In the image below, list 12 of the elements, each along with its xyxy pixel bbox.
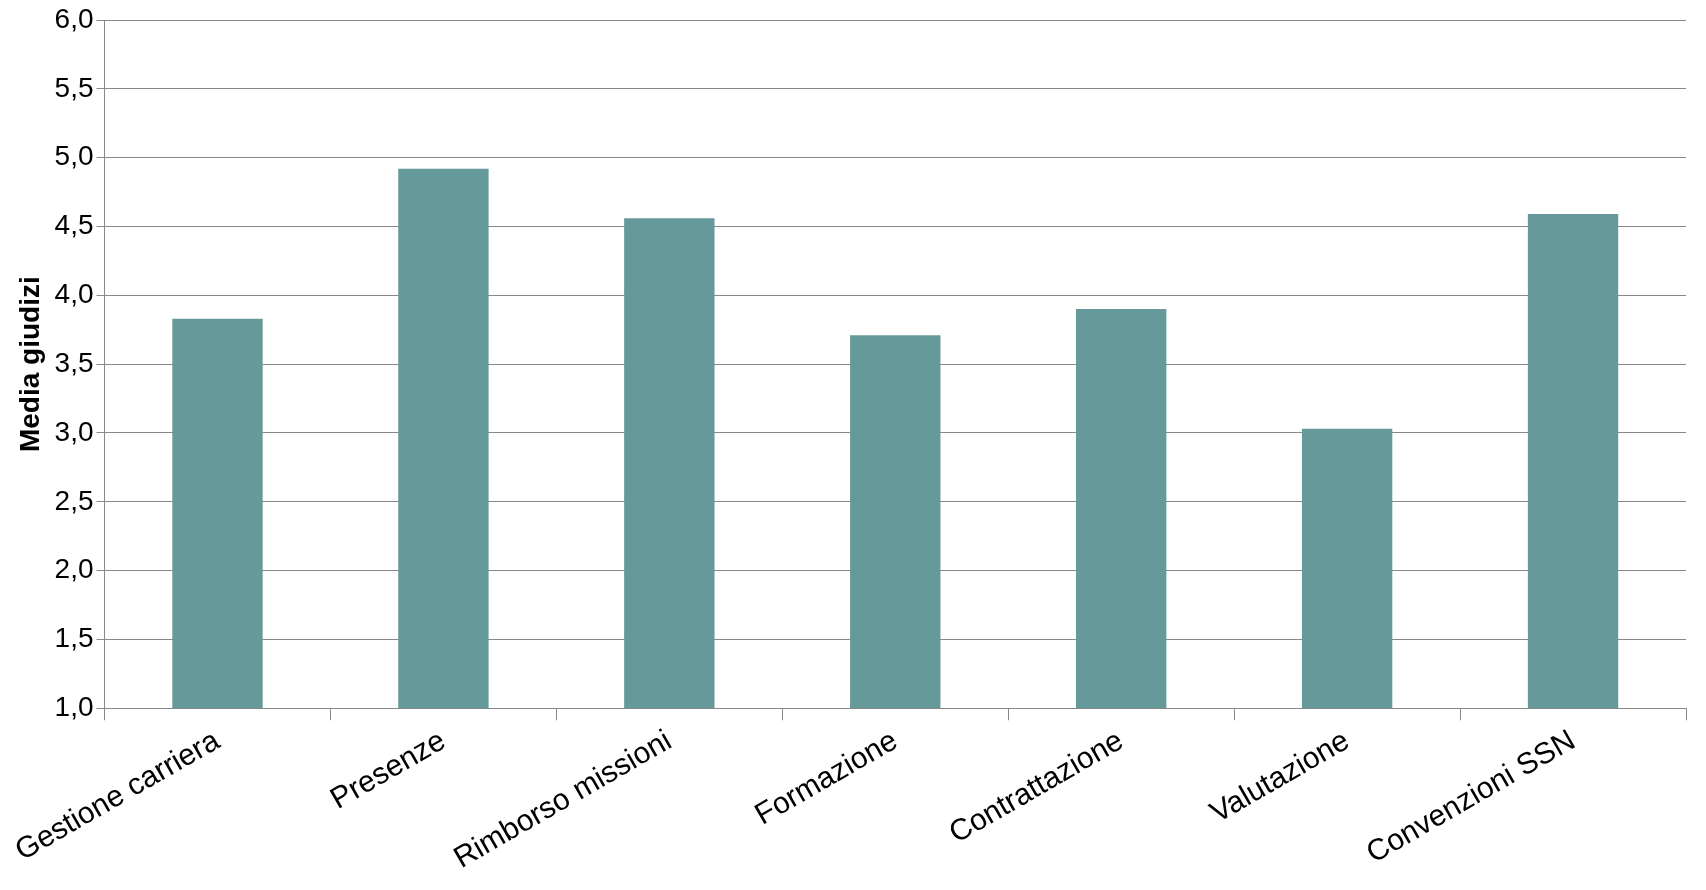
y-tick-label: 4,5 — [54, 209, 94, 241]
y-tick-label: 3,0 — [54, 415, 94, 447]
y-tick-label: 6,0 — [54, 2, 94, 34]
y-tick-label: 2,5 — [54, 484, 94, 516]
y-tick-label: 3,5 — [54, 346, 94, 378]
y-tick-label: 1,5 — [54, 622, 94, 654]
y-tick-label: 2,0 — [54, 553, 94, 585]
y-axis-title: Media giudizi — [13, 276, 45, 453]
y-tick-label: 4,0 — [54, 278, 94, 310]
y-tick-label: 1,0 — [54, 691, 94, 723]
y-tick-label: 5,5 — [54, 71, 94, 103]
y-tick-label: 5,0 — [54, 140, 94, 172]
